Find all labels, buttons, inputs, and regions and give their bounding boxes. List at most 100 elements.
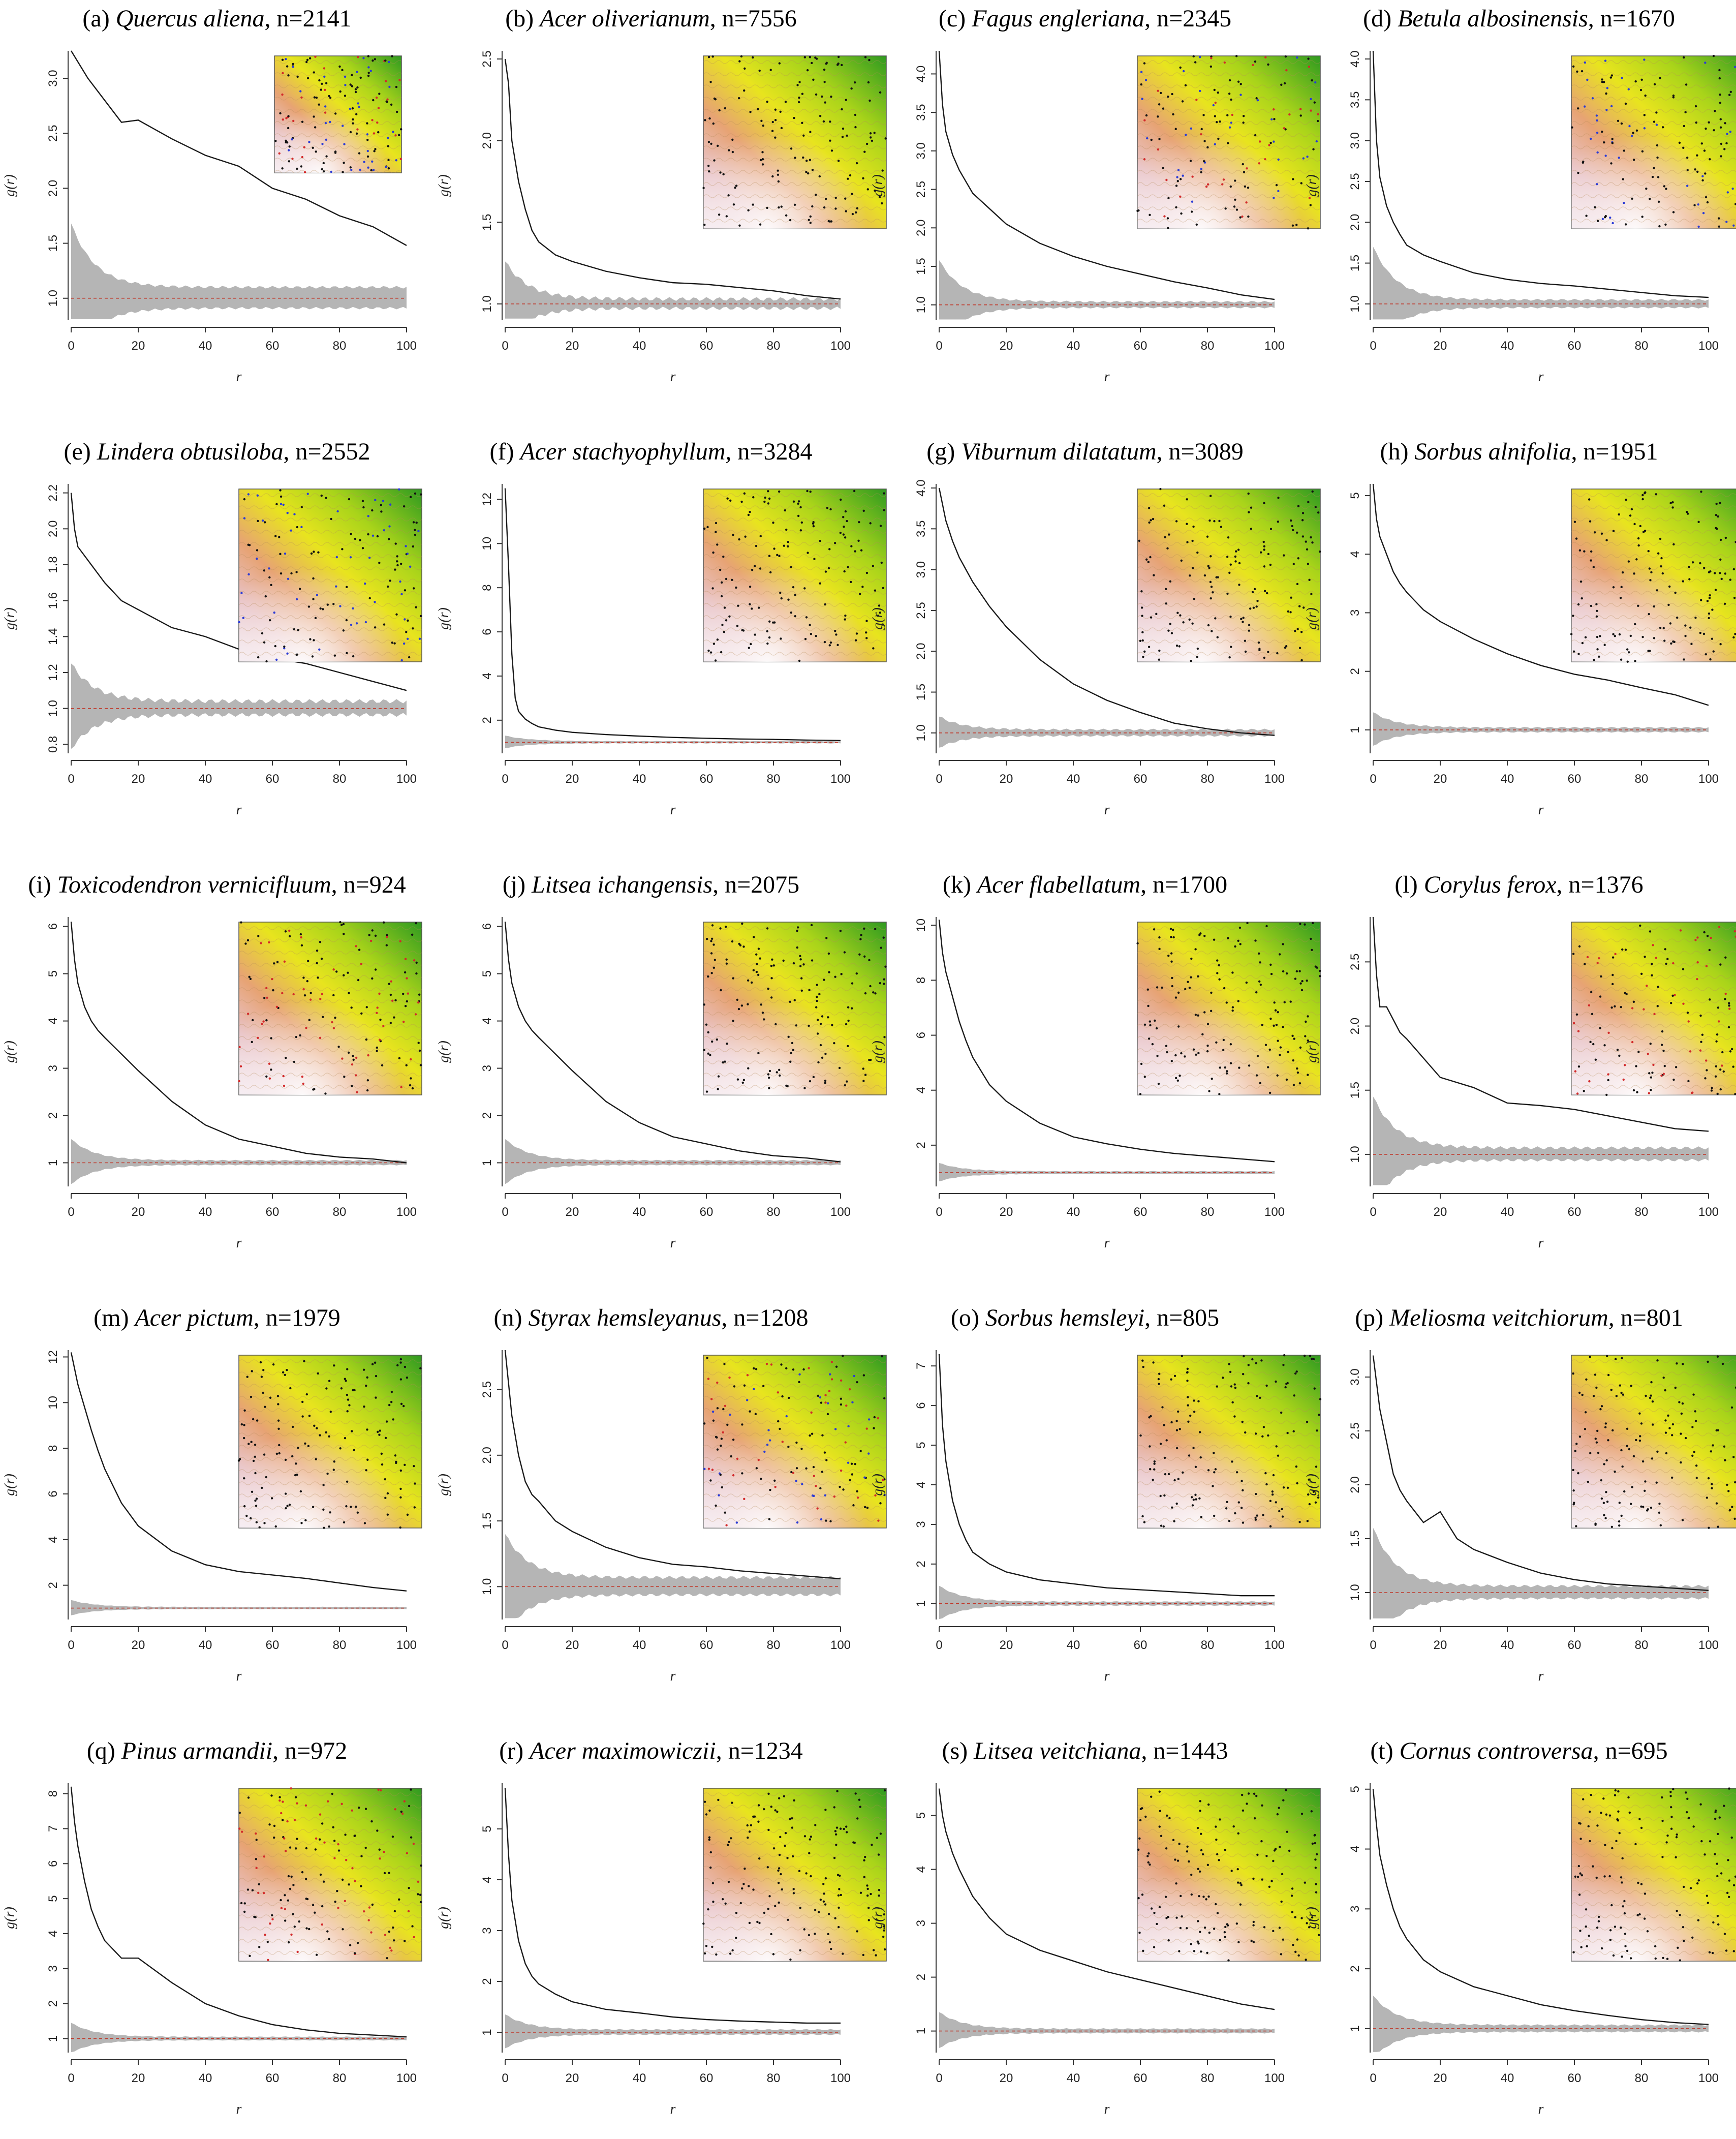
stem-point bbox=[825, 1459, 828, 1461]
stem-point bbox=[712, 643, 716, 645]
stem-point bbox=[398, 488, 400, 491]
stem-point bbox=[1310, 1357, 1313, 1360]
stem-point bbox=[1248, 624, 1251, 626]
stem-point bbox=[1611, 142, 1614, 144]
map-contours bbox=[1571, 1788, 1736, 1961]
stem-point bbox=[1149, 1445, 1151, 1448]
stem-point bbox=[1719, 643, 1722, 646]
stem-point bbox=[325, 155, 328, 158]
stem-point bbox=[1143, 1023, 1146, 1026]
stem-point bbox=[1621, 1357, 1623, 1360]
panel-title: (i) Toxicodendron vernicifluum, n=924 bbox=[28, 871, 406, 898]
stem-point bbox=[309, 638, 312, 640]
stem-point bbox=[1163, 504, 1166, 507]
stem-point bbox=[1594, 531, 1596, 534]
stem-point bbox=[315, 96, 318, 99]
stem-point bbox=[1306, 156, 1309, 158]
stem-point bbox=[272, 989, 274, 992]
stem-point bbox=[321, 1905, 324, 1908]
stem-point bbox=[1656, 156, 1659, 159]
stem-point bbox=[1653, 83, 1656, 86]
stem-point bbox=[743, 89, 746, 92]
stem-point bbox=[792, 1888, 795, 1890]
stem-point bbox=[1223, 1931, 1226, 1934]
y-tick-label: 2.5 bbox=[914, 602, 928, 619]
stem-point bbox=[1656, 1005, 1659, 1007]
stem-point bbox=[1634, 80, 1637, 83]
stem-point bbox=[346, 586, 348, 589]
stem-point bbox=[865, 1427, 868, 1430]
stem-point bbox=[1267, 63, 1269, 66]
stem-point bbox=[765, 1363, 768, 1365]
stem-point bbox=[358, 106, 360, 108]
stem-point bbox=[1629, 1503, 1632, 1505]
stem-point bbox=[1612, 633, 1615, 635]
x-tick-label: 60 bbox=[700, 1638, 714, 1652]
stem-point bbox=[1159, 487, 1162, 491]
stem-point bbox=[1605, 109, 1608, 111]
y-axis-label: g(r) bbox=[1304, 1041, 1320, 1063]
stem-point bbox=[1247, 1364, 1250, 1366]
stem-point bbox=[1319, 1398, 1322, 1400]
stem-point bbox=[1304, 1035, 1307, 1037]
stem-point bbox=[1650, 1506, 1653, 1509]
stem-point bbox=[391, 641, 394, 644]
y-tick-label: 3.5 bbox=[914, 521, 928, 537]
stem-point bbox=[326, 603, 329, 606]
stem-point bbox=[1198, 1497, 1201, 1500]
stem-point bbox=[1303, 1354, 1306, 1357]
stem-point bbox=[1714, 1075, 1717, 1078]
stem-point bbox=[1711, 1483, 1713, 1485]
stem-point bbox=[862, 509, 865, 512]
inset-map bbox=[238, 921, 422, 1095]
stem-point bbox=[1596, 183, 1598, 186]
stem-point bbox=[798, 81, 801, 83]
stem-point bbox=[1719, 963, 1722, 966]
stem-point bbox=[1187, 981, 1189, 983]
panel-letter: (a) bbox=[82, 5, 115, 32]
stem-point bbox=[1266, 592, 1268, 595]
stem-point bbox=[1728, 1007, 1731, 1010]
stem-point bbox=[1649, 650, 1651, 652]
stem-point bbox=[1718, 225, 1720, 228]
stem-point bbox=[305, 1393, 308, 1396]
stem-point bbox=[1580, 1874, 1584, 1877]
stem-point bbox=[864, 56, 867, 58]
stem-point bbox=[1282, 1025, 1284, 1028]
stem-point bbox=[785, 1415, 788, 1418]
stem-point bbox=[328, 1938, 330, 1940]
stem-point bbox=[1283, 554, 1285, 557]
stem-point bbox=[1642, 1506, 1645, 1508]
stem-point bbox=[720, 1438, 723, 1440]
stem-point bbox=[795, 1024, 797, 1027]
stem-point bbox=[711, 1882, 715, 1884]
stem-point bbox=[1653, 637, 1656, 639]
stem-point bbox=[792, 1368, 795, 1371]
stem-point bbox=[815, 57, 818, 60]
stem-point bbox=[1176, 1859, 1180, 1862]
stem-point bbox=[1669, 1795, 1672, 1797]
observed-line bbox=[938, 920, 1275, 1163]
stem-point bbox=[342, 1928, 344, 1931]
stem-point bbox=[1688, 566, 1690, 568]
stem-point bbox=[827, 1402, 829, 1404]
stem-point bbox=[1260, 1359, 1263, 1362]
stem-point bbox=[793, 1799, 795, 1802]
y-tick-label: 1 bbox=[1348, 2025, 1362, 2032]
stem-point bbox=[1574, 1875, 1577, 1878]
stem-point bbox=[247, 543, 250, 546]
stem-point bbox=[833, 1856, 836, 1859]
stem-point bbox=[1621, 1955, 1623, 1958]
stem-point bbox=[324, 88, 326, 91]
envelope-band bbox=[1373, 1096, 1709, 1185]
stem-point bbox=[1179, 614, 1182, 617]
stem-point bbox=[1599, 995, 1602, 998]
stem-point bbox=[1630, 1385, 1632, 1387]
stem-point bbox=[417, 1880, 419, 1883]
stem-point bbox=[711, 924, 714, 927]
y-tick-label: 4.0 bbox=[914, 479, 928, 496]
stem-point bbox=[1720, 577, 1723, 580]
stem-point bbox=[1171, 929, 1174, 931]
y-tick-label: 3 bbox=[46, 1065, 60, 1072]
